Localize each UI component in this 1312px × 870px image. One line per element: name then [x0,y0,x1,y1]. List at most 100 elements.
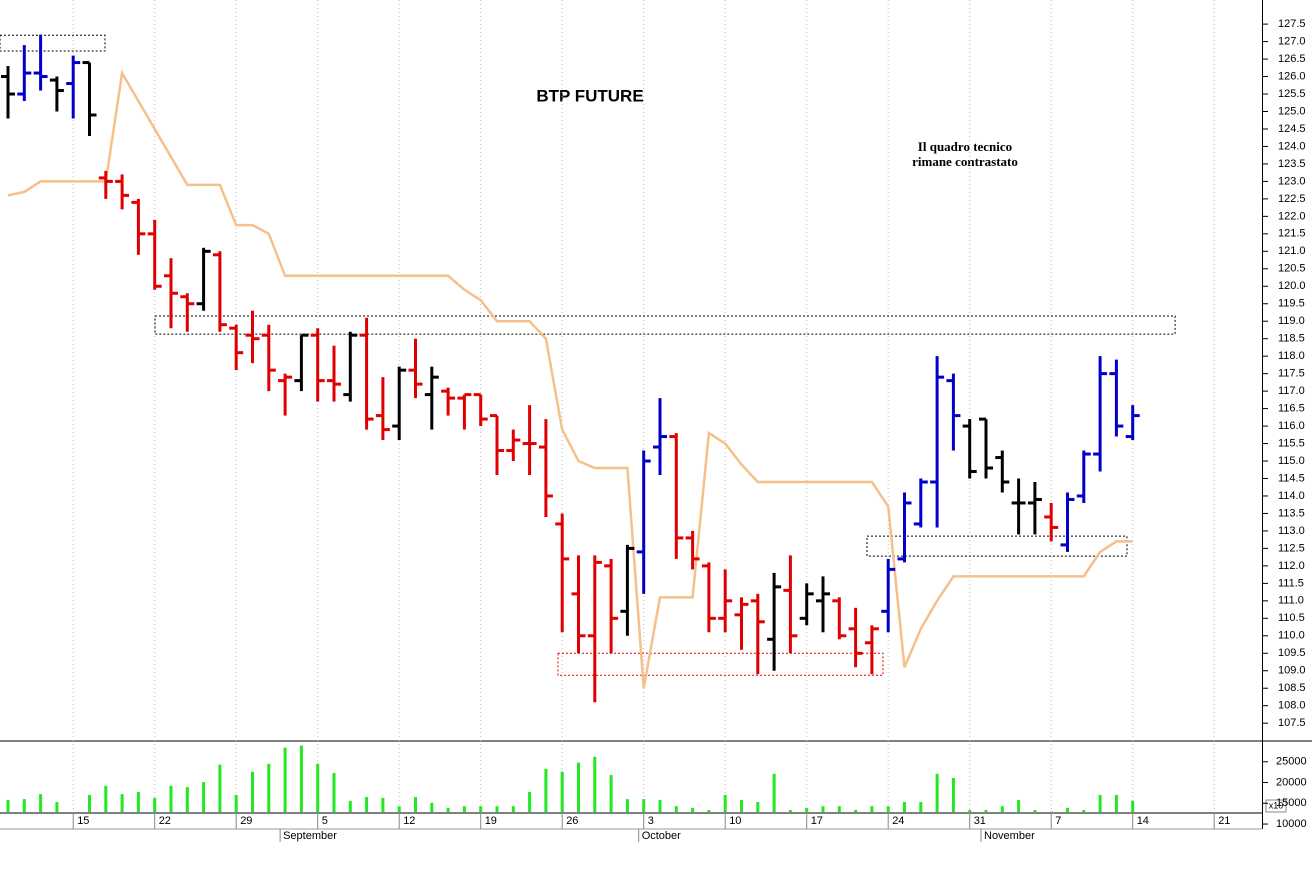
volume-bar [348,800,352,812]
y-tick-label: 120.0 [1278,280,1306,292]
volume-bar [1066,807,1069,812]
y-tick-label: 119.0 [1278,315,1305,327]
volume-bar [951,777,955,812]
volume-bar [935,773,939,812]
x-tick-label: 10 [729,815,741,827]
volume-bar [772,773,776,812]
volume-bar [788,809,792,812]
x-tick-label: 21 [1218,815,1230,827]
volume-bar [658,799,662,812]
volume-bar [251,771,254,812]
y-tick-label: 116.0 [1278,420,1305,432]
volume-bar [854,809,858,812]
y-tick-label: 126.5 [1278,53,1306,65]
month-label: November [984,830,1035,842]
y-tick-label: 107.5 [1278,717,1306,729]
volume-bar [560,771,564,812]
x-tick-label: 29 [240,815,252,827]
volume-bar [22,799,26,812]
y-tick-label: 121.5 [1278,228,1306,240]
volume-bar [381,797,385,812]
y-tick-label: 108.0 [1278,700,1306,712]
x-tick-label: 24 [892,815,904,827]
volume-bar [430,802,434,812]
volume-bar [756,802,760,812]
volume-bar [88,794,91,812]
month-label: October [642,830,681,842]
y-tick-label: 113.0 [1278,525,1305,537]
y-tick-label: 113.5 [1278,507,1305,519]
price-zone [154,315,1176,335]
volume-bar [1033,809,1037,812]
y-tick-label: 115.0 [1278,455,1305,467]
volume-bar [202,782,206,812]
y-tick-label: 117.0 [1278,385,1305,397]
y-tick-label: 125.0 [1278,105,1306,117]
volume-bar [234,794,238,812]
chart-title: BTP FUTURE [536,86,643,105]
y-tick-label: 111.0 [1278,595,1304,607]
month-label: September [283,830,337,842]
volume-tick-label: 25000 [1276,756,1307,768]
volume-bar [870,806,874,812]
y-tick-label: 124.5 [1278,123,1306,135]
y-tick-label: 119.5 [1278,298,1305,310]
volume-bar [968,809,972,812]
volume-bar [691,807,695,812]
volume-bar [723,794,727,812]
x-tick-label: 5 [322,815,328,827]
x-tick-label: 7 [1055,815,1061,827]
volume-bar [414,797,417,812]
volume-bar [528,792,532,812]
volume-bar [740,799,743,812]
y-tick-label: 127.0 [1278,36,1306,48]
x-tick-label: 15 [77,815,89,827]
x-tick-label: 3 [648,815,654,827]
y-tick-label: 122.0 [1278,210,1306,222]
price-zone [557,652,884,676]
y-tick-label: 125.5 [1278,88,1306,100]
volume-bar [120,794,124,812]
volume-bar [707,809,711,812]
price-zone [866,535,1128,557]
volume-bar [919,802,923,812]
volume-bar [267,763,271,812]
y-tick-label: 112.0 [1278,560,1305,572]
y-tick-label: 126.0 [1278,70,1306,82]
volume-bar [55,802,59,812]
volume-bar [886,806,890,812]
volume-bar [984,809,988,812]
y-tick-label: 116.5 [1278,403,1305,415]
volume-bar [544,768,548,812]
volume-tick-label: 20000 [1276,776,1307,788]
volume-bar [365,797,369,812]
volume-bar [169,785,173,812]
y-tick-label: 121.0 [1278,245,1306,257]
y-tick-label: 118.0 [1278,350,1305,362]
stop-line [7,69,1133,689]
y-tick-label: 118.5 [1278,333,1305,345]
y-tick-label: 124.0 [1278,140,1306,152]
volume-tick-label: 10000 [1276,818,1307,830]
volume-unit: x10 [1269,800,1284,810]
x-tick-label: 17 [811,815,823,827]
x-tick-label: 12 [403,815,415,827]
x-tick-label: 22 [159,815,171,827]
volume-bar [642,799,646,812]
volume-bar [6,799,10,812]
volume-bar [316,763,320,812]
volume-bar [1082,809,1086,812]
y-tick-label: 110.0 [1278,630,1305,642]
volume-bar [1114,794,1118,812]
volume-bar [462,806,466,812]
volume-bar [593,756,597,812]
volume-bar [511,806,515,812]
volume-bar [577,762,580,812]
annotation: rimane contrastato [912,154,1018,169]
volume-bar [332,772,336,812]
volume-bar [153,797,157,812]
volume-bar [625,799,629,812]
price-zone [0,34,106,52]
